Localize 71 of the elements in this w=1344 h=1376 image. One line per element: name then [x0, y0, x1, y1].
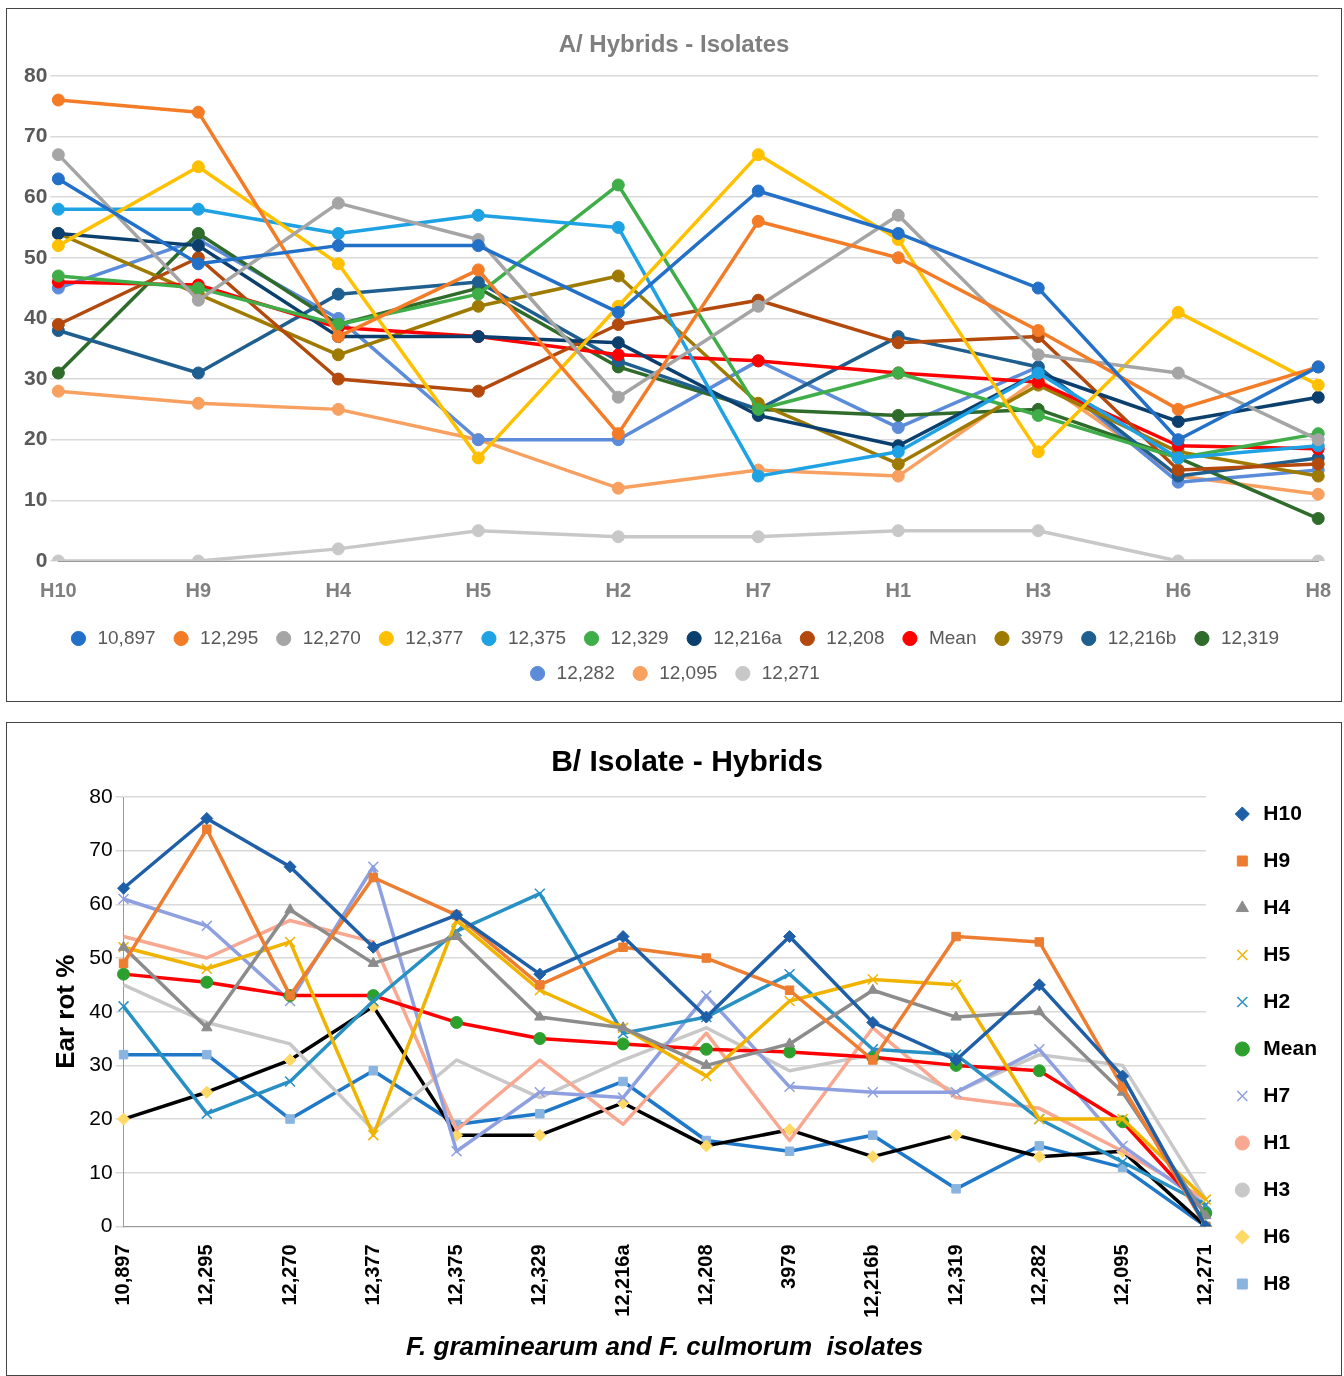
y-tick-label: 20 [24, 426, 48, 450]
x-tick-label: H4 [325, 578, 352, 601]
x-tick-label: 12,208 [693, 1244, 716, 1306]
y-tick-label: 50 [89, 944, 113, 968]
legend-label: 12,319 [1220, 626, 1280, 648]
y-tick-label: 70 [89, 837, 113, 861]
legend-label: H4 [1263, 894, 1291, 918]
legend-label: H2 [1263, 988, 1291, 1012]
y-tick-label: 60 [24, 183, 48, 207]
y-tick-label: 40 [24, 305, 48, 329]
legend-label: 12,282 [556, 661, 615, 683]
x-tick-label: H6 [1165, 578, 1192, 601]
legend-label: 12,375 [507, 626, 567, 648]
legend-label: 12,216b [1107, 626, 1177, 648]
legend-label: H5 [1263, 941, 1291, 965]
legend-label: H3 [1263, 1176, 1291, 1200]
x-tick-label: 12,319 [943, 1244, 966, 1306]
x-tick-label: 12,216b [860, 1244, 883, 1318]
x-tick-label: H10 [40, 578, 77, 601]
legend-label: H7 [1263, 1082, 1291, 1106]
y-tick-label: 80 [89, 783, 113, 807]
legend-label: H9 [1263, 847, 1291, 871]
x-tick-label: 3979 [777, 1244, 800, 1289]
x-tick-label: 12,377 [360, 1244, 383, 1306]
x-tick-label: H8 [1305, 578, 1332, 601]
y-tick-label: 20 [89, 1105, 113, 1129]
legend-label: 12,095 [659, 661, 718, 683]
y-tick-label: 60 [89, 891, 113, 915]
x-tick-label: H2 [605, 578, 632, 601]
legend-label: Mean [1263, 1035, 1318, 1059]
y-axis-title: Ear rot % [49, 954, 80, 1069]
y-tick-label: 0 [100, 1213, 113, 1237]
legend-label: 10,897 [97, 626, 156, 648]
x-tick-label: H7 [745, 578, 772, 601]
y-tick-label: 30 [89, 1052, 113, 1076]
legend-label: 3979 [1020, 626, 1064, 648]
legend-label: H10 [1263, 800, 1302, 824]
y-tick-label: 40 [89, 998, 113, 1022]
legend-label: 12,270 [302, 626, 361, 648]
y-tick-label: 50 [24, 244, 48, 268]
legend-label: 12,377 [405, 626, 464, 648]
legend-label: 12,208 [826, 626, 885, 648]
x-tick-label: H9 [185, 578, 212, 601]
x-tick-label: H3 [1025, 578, 1052, 601]
chart-title: A/ Hybrids - Isolates [558, 30, 790, 58]
legend-label: H6 [1263, 1223, 1291, 1247]
chart-title: B/ Isolate - Hybrids [551, 744, 823, 778]
y-tick-label: 0 [35, 547, 48, 571]
x-axis-title: F. graminearum and F. culmorum isolates [406, 1330, 924, 1361]
legend-label: 12,329 [610, 626, 669, 648]
legend-label: Mean [928, 626, 977, 648]
x-tick-label: H5 [465, 578, 492, 601]
x-tick-label: 12,295 [194, 1244, 217, 1306]
legend-label: H1 [1263, 1129, 1291, 1153]
x-tick-label: 12,375 [444, 1244, 467, 1306]
y-tick-label: 80 [24, 62, 48, 86]
legend-label: 12,271 [761, 661, 820, 683]
x-tick-label: 10,897 [111, 1244, 134, 1306]
legend-label: 12,295 [200, 626, 259, 648]
y-tick-label: 10 [24, 487, 48, 511]
x-tick-label: 12,095 [1110, 1244, 1133, 1306]
legend-label: 12,216a [713, 626, 783, 648]
x-tick-label: 12,282 [1026, 1244, 1049, 1306]
y-tick-label: 70 [24, 123, 48, 147]
x-tick-label: 12,270 [277, 1244, 300, 1306]
y-tick-label: 10 [89, 1159, 113, 1183]
x-tick-label: 12,216a [610, 1243, 633, 1317]
x-tick-label: 12,329 [527, 1244, 550, 1306]
x-tick-label: H1 [885, 578, 912, 601]
y-tick-label: 30 [24, 365, 48, 389]
x-tick-label: 12,271 [1193, 1244, 1216, 1306]
